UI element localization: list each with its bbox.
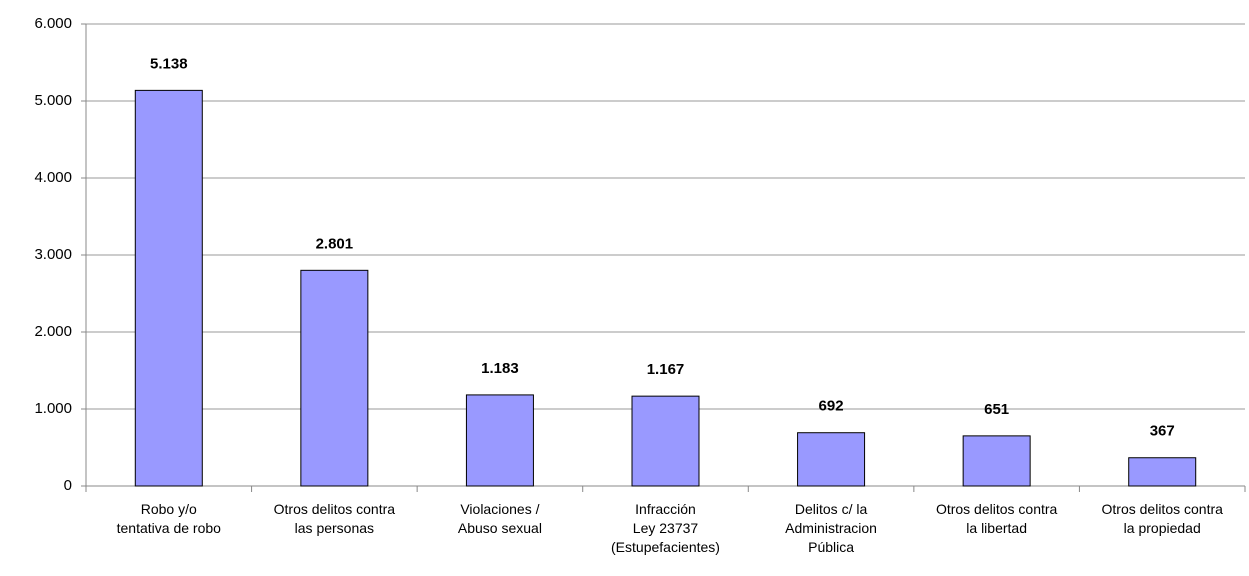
x-tick-label-line: Robo y/o	[141, 501, 197, 517]
x-tick-label-line: Delitos c/ la	[795, 501, 868, 517]
data-label: 367	[1150, 423, 1175, 440]
x-tick-label-line: Infracción	[635, 501, 696, 517]
y-tick-label: 2.000	[34, 323, 72, 340]
bar	[1128, 457, 1197, 487]
bar	[962, 435, 1031, 487]
data-label: 1.167	[647, 361, 685, 378]
x-tick-label: Robo y/o tentativa de robo	[117, 501, 222, 536]
x-tick-label-line: la libertad	[966, 520, 1027, 536]
x-tick-label: Otros delitos contra las personas	[274, 501, 396, 536]
y-tick-label: 3.000	[34, 246, 72, 263]
x-tick-label-line: Otros delitos contra	[1102, 501, 1224, 517]
x-tick-label: Delitos c/ la Administracion Pública	[785, 501, 877, 555]
bar	[797, 432, 866, 487]
y-tick-label: 0	[64, 477, 72, 494]
bar	[465, 394, 534, 487]
x-tick-label-line: Pública	[808, 539, 854, 555]
data-label: 2.801	[316, 235, 354, 252]
x-tick-label-line: las personas	[295, 520, 374, 536]
x-tick-label-line: Otros delitos contra	[936, 501, 1058, 517]
bar	[631, 395, 700, 487]
bar	[134, 89, 203, 487]
x-tick-label-line: tentativa de robo	[117, 520, 222, 536]
x-tick-label-line: la propiedad	[1124, 520, 1201, 536]
x-tick-label-line: (Estupefacientes)	[611, 539, 720, 555]
x-tick-label: Violaciones / Abuso sexual	[458, 501, 542, 536]
x-tick-label: Otros delitos contra la libertad	[936, 501, 1058, 536]
data-label: 651	[984, 401, 1009, 418]
data-label: 692	[819, 398, 844, 415]
x-tick-label-line: Violaciones /	[460, 501, 539, 517]
x-tick-label-line: Abuso sexual	[458, 520, 542, 536]
bar	[300, 269, 369, 487]
x-tick-label: Otros delitos contra la propiedad	[1102, 501, 1224, 536]
data-label: 1.183	[481, 360, 519, 377]
x-tick-label-line: Ley 23737	[633, 520, 699, 536]
y-tick-label: 4.000	[34, 169, 72, 186]
y-tick-label: 5.000	[34, 92, 72, 109]
x-tick-label-line: Otros delitos contra	[274, 501, 396, 517]
y-tick-label: 1.000	[34, 400, 72, 417]
x-tick-label-line: Administracion	[785, 520, 877, 536]
x-tick-label: Infracción Ley 23737 (Estupefacientes)	[611, 501, 720, 555]
y-tick-label: 6.000	[34, 15, 72, 32]
data-label: 5.138	[150, 55, 188, 72]
